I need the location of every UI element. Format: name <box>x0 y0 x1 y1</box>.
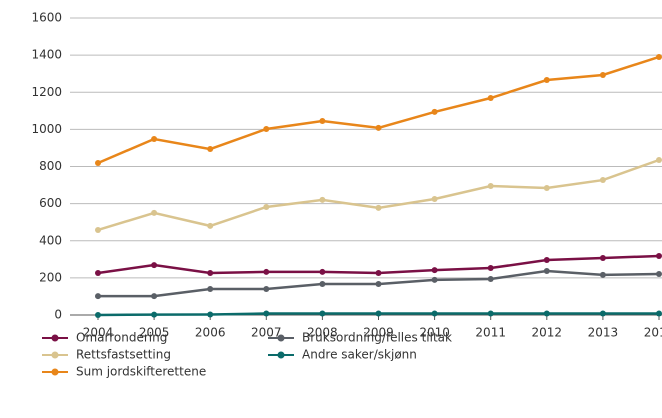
y-tick-label: 1600 <box>31 11 62 25</box>
x-tick-label: 2005 <box>139 326 170 340</box>
point <box>431 267 438 274</box>
x-tick-label: 2006 <box>195 326 226 340</box>
point <box>319 281 326 288</box>
y-tick-label: 400 <box>39 233 62 247</box>
point <box>151 209 158 216</box>
point <box>207 286 214 293</box>
point <box>151 136 158 143</box>
point <box>263 268 270 275</box>
point <box>487 95 494 102</box>
series-line <box>97 55 660 165</box>
point <box>656 310 662 317</box>
point <box>151 311 158 318</box>
point <box>375 310 382 317</box>
legend-label: Sum jordskifterettene <box>76 365 206 379</box>
point <box>656 157 662 164</box>
y-tick-label: 800 <box>39 159 62 173</box>
point <box>543 257 550 264</box>
point <box>431 310 438 317</box>
legend-label: Omarrondering <box>76 331 167 345</box>
x-tick-label: 2012 <box>532 326 563 340</box>
point <box>151 262 158 269</box>
point <box>263 203 270 210</box>
point <box>599 71 606 78</box>
point <box>487 310 494 317</box>
x-tick-label: 2008 <box>307 326 338 340</box>
point <box>656 53 662 60</box>
legend-label: Rettsfastsetting <box>76 348 171 362</box>
point <box>95 270 101 277</box>
point <box>656 270 662 277</box>
y-tick-label: 1000 <box>31 122 62 136</box>
point <box>543 76 550 83</box>
point <box>599 177 606 184</box>
point <box>431 108 438 115</box>
point <box>95 159 101 166</box>
x-tick-label: 2007 <box>251 326 282 340</box>
point <box>375 270 382 277</box>
point <box>543 268 550 275</box>
point <box>95 226 101 233</box>
legend-dot <box>51 351 59 359</box>
x-tick-label: 2010 <box>419 326 450 340</box>
point <box>263 310 270 317</box>
x-tick-label: 2013 <box>588 326 619 340</box>
point <box>207 311 214 318</box>
point <box>319 310 326 317</box>
point <box>487 265 494 272</box>
point <box>375 281 382 288</box>
series-line <box>97 158 660 232</box>
y-tick-label: 1200 <box>31 85 62 99</box>
point <box>375 124 382 131</box>
point <box>431 195 438 202</box>
point <box>543 310 550 317</box>
y-tick-label: 600 <box>39 196 62 210</box>
legend-dot <box>277 351 285 359</box>
point <box>599 255 606 262</box>
y-tick-label: 0 <box>54 308 62 322</box>
x-tick-label: 2011 <box>475 326 506 340</box>
point <box>656 252 662 259</box>
legend-dot <box>51 368 59 376</box>
point <box>319 118 326 125</box>
point <box>319 268 326 275</box>
point <box>263 286 270 293</box>
x-tick-label: 2009 <box>363 326 394 340</box>
point <box>207 222 214 229</box>
x-tick-label: 2014 <box>644 326 662 340</box>
point <box>375 204 382 211</box>
legend-label: Bruksordning/felles tiltak <box>302 331 452 345</box>
point <box>207 146 214 153</box>
point <box>151 293 158 300</box>
point <box>543 185 550 192</box>
point <box>431 276 438 283</box>
point <box>95 293 101 300</box>
legend-dot <box>277 334 285 342</box>
point <box>487 182 494 189</box>
point <box>487 275 494 282</box>
y-tick-label: 200 <box>39 270 62 284</box>
x-tick-label: 2004 <box>83 326 114 340</box>
legend-dot <box>51 334 59 342</box>
point <box>207 270 214 277</box>
point <box>319 196 326 203</box>
point <box>599 271 606 278</box>
point <box>599 310 606 317</box>
legend-label: Andre saker/skjønn <box>302 348 417 362</box>
point <box>263 126 270 133</box>
point <box>95 312 101 318</box>
y-tick-label: 1400 <box>31 48 62 62</box>
